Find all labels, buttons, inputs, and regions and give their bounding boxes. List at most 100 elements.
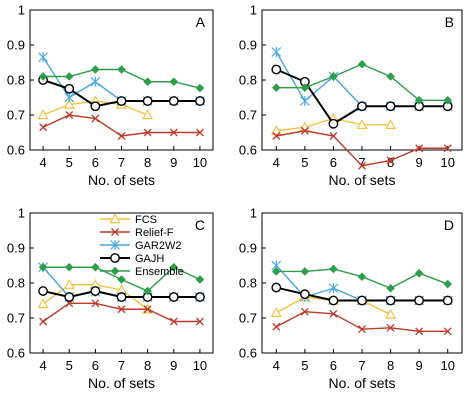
fcs-point <box>109 213 121 224</box>
ensemble-point <box>414 95 424 105</box>
relief-f-point <box>111 228 119 236</box>
x-stroke <box>117 132 126 140</box>
legend-item: GAJH <box>100 253 164 265</box>
ensemble-point <box>443 95 453 105</box>
relief-f-point <box>65 111 74 119</box>
x-tick-label: 5 <box>301 155 308 170</box>
legend-label: GAR2W2 <box>135 240 181 252</box>
ensemble-point <box>300 267 310 276</box>
series-fcs <box>37 95 154 120</box>
x-stroke <box>386 323 395 332</box>
y-tick-label: 0.7 <box>7 311 25 326</box>
x-axis-label: No. of sets <box>329 375 396 391</box>
fcs-point <box>385 308 397 319</box>
relief-f-point <box>415 144 424 153</box>
x-stroke <box>39 317 48 326</box>
x-tick-label: 9 <box>416 155 423 170</box>
y-tick-label: 0.6 <box>239 346 257 361</box>
gajh-point <box>328 118 339 129</box>
x-stroke <box>300 126 309 135</box>
x-stroke <box>169 128 178 137</box>
x-stroke <box>169 317 178 326</box>
gajh-point <box>64 83 75 94</box>
relief-f-point <box>329 309 338 318</box>
gajh-point <box>299 289 310 300</box>
gajh-point <box>64 292 75 302</box>
y-tick-label: 0.8 <box>239 276 257 291</box>
ensemble-point <box>38 262 48 272</box>
series-gajh <box>38 75 205 112</box>
x-stroke <box>117 305 126 314</box>
x-tick-label: 4 <box>273 155 280 170</box>
x-stroke <box>39 123 48 132</box>
gajh-point <box>442 295 453 306</box>
y-tick-label: 0.6 <box>7 346 25 361</box>
y-tick-label: 0.7 <box>239 108 257 123</box>
gajh-point <box>357 295 367 306</box>
ensemble-point <box>443 279 453 289</box>
x-tick-label: 4 <box>273 358 280 373</box>
x-stroke <box>195 128 204 137</box>
ensemble-point <box>386 283 395 293</box>
ensemble-point <box>195 83 205 93</box>
x-tick-label: 6 <box>92 155 99 170</box>
series-relief-f <box>39 299 204 326</box>
x-tick-label: 7 <box>118 358 125 373</box>
x-tick-label: 8 <box>144 358 151 373</box>
legend-item: Relief-F <box>100 227 174 239</box>
y-tick-label: 1 <box>250 206 257 221</box>
gajh-point <box>195 96 205 106</box>
relief-f-point <box>386 156 395 165</box>
fcs-point <box>142 109 154 120</box>
panel-a: 0.6 0.7 0.8 0.9 1 4 5 6 7 8 9 10 No. of sets A <box>7 3 214 188</box>
panel-label: B <box>445 14 454 30</box>
gar2w2-point <box>38 52 48 63</box>
fcs-point <box>385 119 397 129</box>
panel-label: D <box>444 217 454 233</box>
x-tick-label: 4 <box>39 155 46 170</box>
x-stroke <box>415 327 424 336</box>
y-tick-label: 0.6 <box>7 143 25 158</box>
x-stroke <box>111 228 119 236</box>
ensemble-point <box>143 77 152 87</box>
x-stroke <box>65 111 74 119</box>
fcs-point <box>37 109 49 120</box>
x-tick-label: 7 <box>358 358 365 373</box>
relief-f-point <box>386 323 395 332</box>
gajh-point <box>116 96 127 106</box>
panel-c: 0.6 0.7 0.8 0.9 1 4 5 6 7 8 9 10 No. of sets C <box>7 206 214 391</box>
x-tick-label: 7 <box>118 155 125 170</box>
x-tick-label: 9 <box>170 358 177 373</box>
ensemble-point <box>64 262 74 272</box>
y-tick-label: 0.9 <box>239 241 257 256</box>
gajh-point <box>385 295 396 306</box>
x-tick-label: 9 <box>416 358 423 373</box>
ensemble-point <box>169 262 179 272</box>
x-stroke <box>195 317 204 326</box>
x-tick-label: 4 <box>39 358 46 373</box>
gar2w2-point <box>299 96 310 106</box>
gar2w2-point <box>271 47 282 57</box>
relief-f-point <box>39 123 48 132</box>
relief-f-point <box>195 128 204 137</box>
ensemble-point <box>38 72 48 81</box>
relief-f-point <box>117 305 126 314</box>
ensemble-point <box>91 65 100 74</box>
relief-f-point <box>117 132 126 140</box>
series-ensemble <box>38 262 205 296</box>
x-tick-label: 5 <box>66 155 73 170</box>
y-tick-label: 1 <box>18 206 25 221</box>
gajh-point <box>142 96 153 106</box>
relief-f-point <box>91 114 100 123</box>
y-tick-label: 1 <box>18 3 25 18</box>
x-stroke <box>272 322 281 331</box>
x-stroke <box>91 114 100 123</box>
ensemble-point <box>329 72 338 81</box>
x-stroke <box>358 161 366 170</box>
x-tick-label: 6 <box>330 358 337 373</box>
ensemble-point <box>64 72 74 81</box>
legend-label: Ensemble <box>135 266 184 278</box>
ensemble-point <box>271 83 281 93</box>
gar2w2-point <box>90 76 101 87</box>
